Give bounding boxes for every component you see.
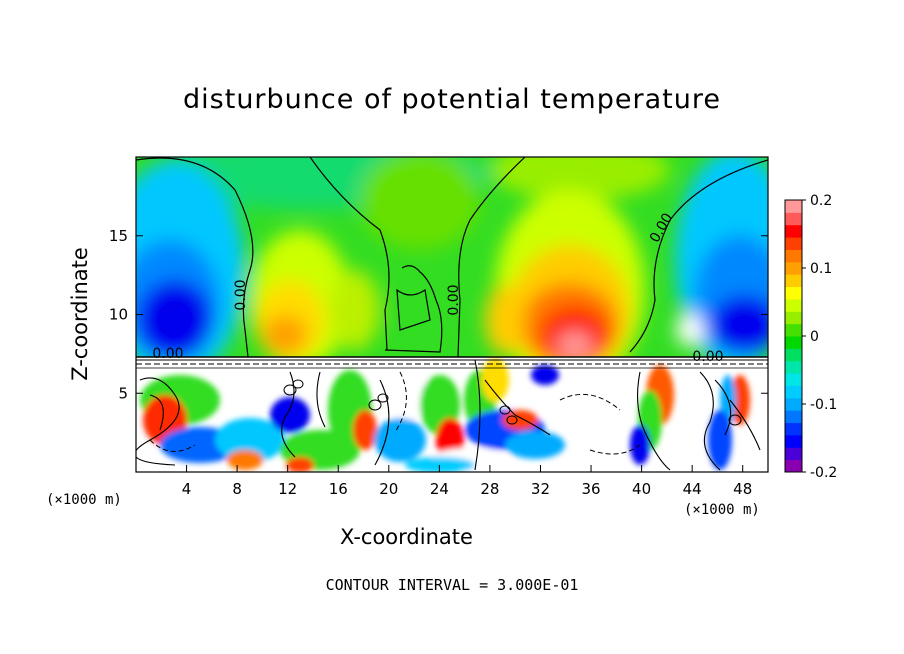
colorbar-swatch bbox=[785, 459, 802, 473]
colorbar-swatch bbox=[785, 323, 802, 337]
y-tick-label: 5 bbox=[118, 384, 128, 402]
x-tick-label: 44 bbox=[683, 480, 702, 498]
x-tick-label: 8 bbox=[232, 480, 242, 498]
y-tick-label: 15 bbox=[109, 227, 128, 245]
colorbar-swatch bbox=[785, 336, 802, 349]
x-axis-label: X-coordinate bbox=[340, 525, 473, 549]
y-tick-label: 10 bbox=[109, 306, 128, 324]
colorbar-swatch bbox=[785, 385, 802, 399]
x-tick-label: 40 bbox=[632, 480, 651, 498]
contour-interval-note: CONTOUR INTERVAL = 3.000E-01 bbox=[325, 576, 579, 594]
contour-label: 0.00 bbox=[692, 349, 723, 365]
colorbar-swatch bbox=[785, 397, 802, 411]
x-tick-label: 4 bbox=[182, 480, 192, 498]
colorbar: 0.2 0.1 0 -0.1 -0.2 bbox=[784, 193, 837, 481]
colorbar-swatch bbox=[785, 373, 802, 386]
colorbar-swatch bbox=[785, 410, 802, 424]
x-unit-label-right: (×1000 m) bbox=[684, 502, 760, 518]
colorbar-tick-label: -0.1 bbox=[810, 397, 837, 413]
x-tick-label: 32 bbox=[531, 480, 550, 498]
x-tick-label: 12 bbox=[278, 480, 297, 498]
colorbar-swatch bbox=[785, 422, 802, 436]
x-axis: 4 8 12 16 20 24 28 32 36 40 44 48 bbox=[182, 465, 752, 498]
colorbar-swatch bbox=[785, 212, 802, 226]
colorbar-swatch bbox=[785, 200, 802, 213]
contour-label: 0.00 bbox=[446, 284, 462, 315]
colorbar-swatch bbox=[785, 311, 802, 325]
colorbar-tick-label: 0 bbox=[810, 329, 819, 345]
temperature-field bbox=[136, 157, 768, 472]
colorbar-swatch bbox=[785, 298, 802, 312]
contour-label: 0.00 bbox=[233, 279, 249, 310]
colorbar-swatch bbox=[785, 274, 802, 288]
colorbar-tick-label: -0.2 bbox=[810, 465, 837, 481]
x-tick-label: 16 bbox=[329, 480, 348, 498]
colorbar-swatch bbox=[785, 434, 802, 448]
y-axis: 5 10 15 bbox=[109, 227, 768, 402]
colorbar-swatch bbox=[785, 348, 802, 362]
colorbar-tick-label: 0.2 bbox=[810, 193, 832, 209]
colorbar-swatch bbox=[785, 286, 802, 300]
colorbar-tick-label: 0.1 bbox=[810, 261, 832, 277]
chart-title: disturbunce of potential temperature bbox=[183, 84, 721, 115]
x-tick-label: 36 bbox=[581, 480, 600, 498]
x-unit-label-left: (×1000 m) bbox=[46, 492, 122, 508]
colorbar-swatch bbox=[785, 224, 802, 238]
contour-label: 0.00 bbox=[152, 346, 183, 362]
colorbar-swatch bbox=[785, 447, 802, 461]
x-tick-label: 28 bbox=[480, 480, 499, 498]
colorbar-swatch bbox=[785, 237, 802, 250]
colorbar-swatch bbox=[785, 261, 802, 275]
x-tick-label: 20 bbox=[379, 480, 398, 498]
colorbar-swatch bbox=[785, 249, 802, 263]
y-axis-label: Z-coordinate bbox=[68, 247, 92, 381]
contour-labels: 0.00 0.000.000.00 0.00 bbox=[152, 211, 723, 365]
colorbar-swatch bbox=[785, 360, 802, 374]
x-tick-label: 48 bbox=[733, 480, 752, 498]
x-tick-label: 24 bbox=[430, 480, 449, 498]
